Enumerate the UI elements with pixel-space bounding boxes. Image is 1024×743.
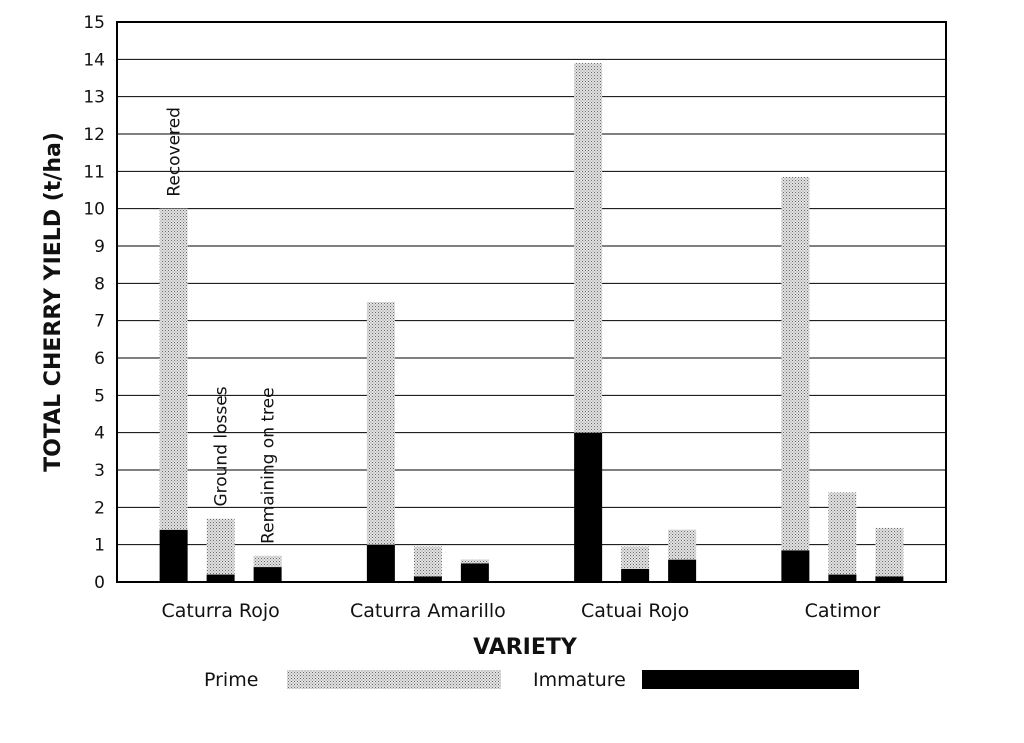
y-tick-label: 3 xyxy=(94,461,105,481)
x-category-label: Caturra Amarillo xyxy=(350,600,506,622)
y-tick-label: 1 xyxy=(94,536,105,556)
bar-immature xyxy=(828,574,857,582)
bar-immature xyxy=(206,574,235,582)
legend-swatch-prime xyxy=(287,670,501,689)
y-axis-title: TOTAL CHERRY YIELD (t/ha) xyxy=(41,132,66,472)
y-tick-label: 15 xyxy=(83,13,105,33)
bar-immature xyxy=(253,567,282,582)
bar-immature xyxy=(413,576,442,582)
x-category-label: Catimor xyxy=(805,600,881,622)
bar-prime xyxy=(828,492,857,575)
bar-prime xyxy=(413,546,442,577)
gridlines xyxy=(117,58,946,546)
bar-immature xyxy=(668,559,697,582)
bar-immature xyxy=(875,576,904,582)
bar-immature xyxy=(621,568,650,582)
y-tick-label: 7 xyxy=(94,312,105,332)
y-tick-label: 8 xyxy=(94,274,105,294)
bar-immature xyxy=(366,544,395,582)
y-tick-label: 6 xyxy=(94,349,105,369)
bar-prime xyxy=(460,559,489,564)
y-tick-label: 10 xyxy=(83,200,105,220)
bar-immature xyxy=(460,563,489,582)
y-tick-label: 13 xyxy=(83,88,105,108)
y-tick-label: 11 xyxy=(83,162,105,182)
bar-prime xyxy=(253,555,282,568)
x-axis-title: VARIETY xyxy=(473,635,578,660)
y-tick-label: 5 xyxy=(94,386,105,406)
bar-immature xyxy=(159,529,188,582)
y-tick-label: 14 xyxy=(83,50,105,70)
y-tick-label: 9 xyxy=(94,237,105,257)
bar-prime xyxy=(875,527,904,577)
bar-prime xyxy=(159,208,188,530)
legend-swatch-immature xyxy=(642,670,859,689)
legend: Prime Immature xyxy=(204,669,859,691)
x-category-label: Catuai Rojo xyxy=(581,600,689,622)
bar-role-labels: Recovered Ground losses Remaining on tree xyxy=(165,107,279,544)
bar-role-label: Remaining on tree xyxy=(259,387,279,543)
bar-prime xyxy=(574,63,603,433)
x-category-label: Caturra Rojo xyxy=(162,600,280,622)
legend-label-prime: Prime xyxy=(204,669,258,691)
plot-frame xyxy=(116,21,947,583)
bar-immature xyxy=(781,550,810,582)
y-tick-label: 4 xyxy=(94,424,105,444)
bars xyxy=(159,63,904,582)
y-tick-label: 12 xyxy=(83,125,105,145)
y-tick-label: 2 xyxy=(94,498,105,518)
bar-prime xyxy=(366,302,395,545)
bar-prime xyxy=(206,518,235,575)
bar-prime xyxy=(621,546,650,569)
bar-role-label: Ground losses xyxy=(212,386,232,506)
bar-immature xyxy=(574,432,603,582)
bar-role-label: Recovered xyxy=(165,107,185,197)
bar-prime xyxy=(668,529,697,560)
y-tick-label: 0 xyxy=(94,573,105,593)
bar-prime xyxy=(781,176,810,551)
x-axis-categories: Caturra Rojo Caturra Amarillo Catuai Rojo C… xyxy=(162,600,881,622)
legend-label-immature: Immature xyxy=(533,669,626,691)
